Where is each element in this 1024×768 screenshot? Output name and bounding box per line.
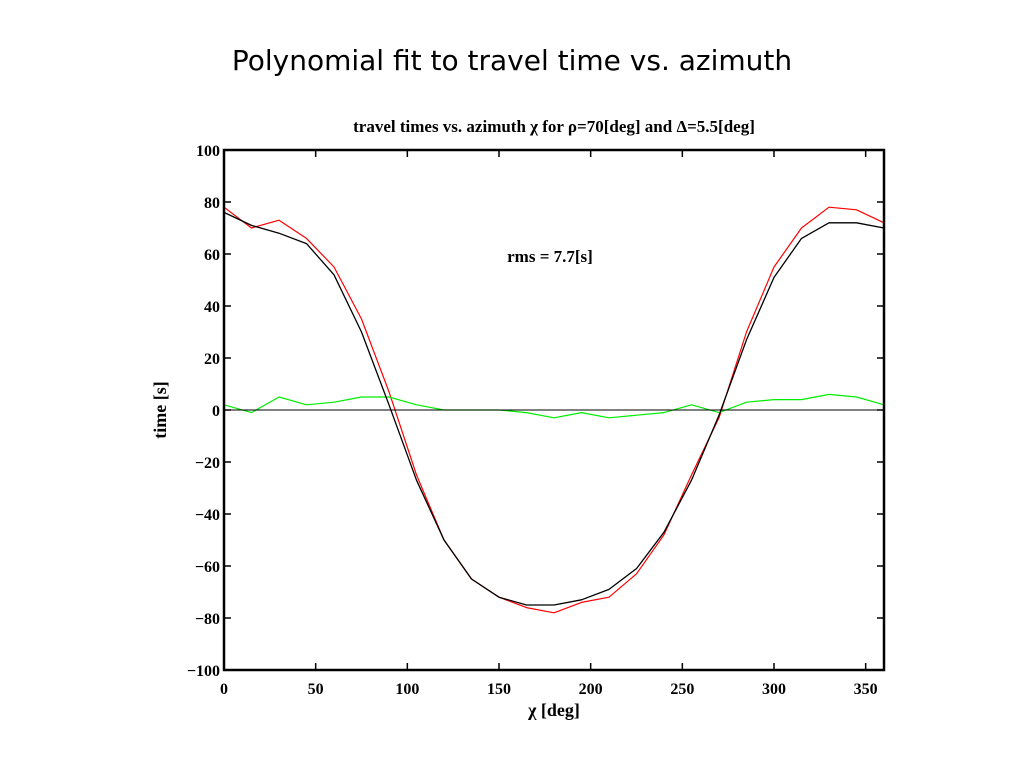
x-tick-label: 50 [308,681,324,698]
y-tick-label: −60 [195,559,220,576]
tick-layer: 0 50 100 150 200 250 300 350100806040200−20−40−… [187,143,884,698]
y-tick-label: −20 [195,455,220,472]
x-tick-label: 300 [762,681,786,698]
x-tick-label: 0 [220,681,228,698]
y-tick-label: 60 [204,247,220,264]
x-tick-label: 100 [395,681,419,698]
y-tick-label: −40 [195,507,220,524]
x-axis-label: χ [deg] [527,700,580,720]
x-tick-label: 350 [854,681,878,698]
y-axis-label: time [s] [150,381,170,438]
rms-annotation: rms = 7.7[s] [507,247,593,266]
y-tick-label: −80 [195,611,220,628]
x-tick-label: 150 [487,681,511,698]
y-tick-label: 80 [204,195,220,212]
y-tick-label: 100 [196,143,220,160]
chart-title: travel times vs. azimuth χ for ρ=70[deg]… [353,117,755,136]
series-layer [223,206,885,614]
x-tick-label: 200 [579,681,603,698]
x-tick-label: 250 [670,681,694,698]
slide-title: Polynomial fit to travel time vs. azimut… [231,44,793,77]
series-observed-line [223,206,885,614]
y-tick-label: −100 [187,663,220,680]
y-tick-label: 40 [204,299,220,316]
series-fit-line [223,211,885,606]
series-residual-line [223,393,885,419]
y-tick-label: 0 [212,403,220,420]
y-tick-label: 20 [204,351,220,368]
